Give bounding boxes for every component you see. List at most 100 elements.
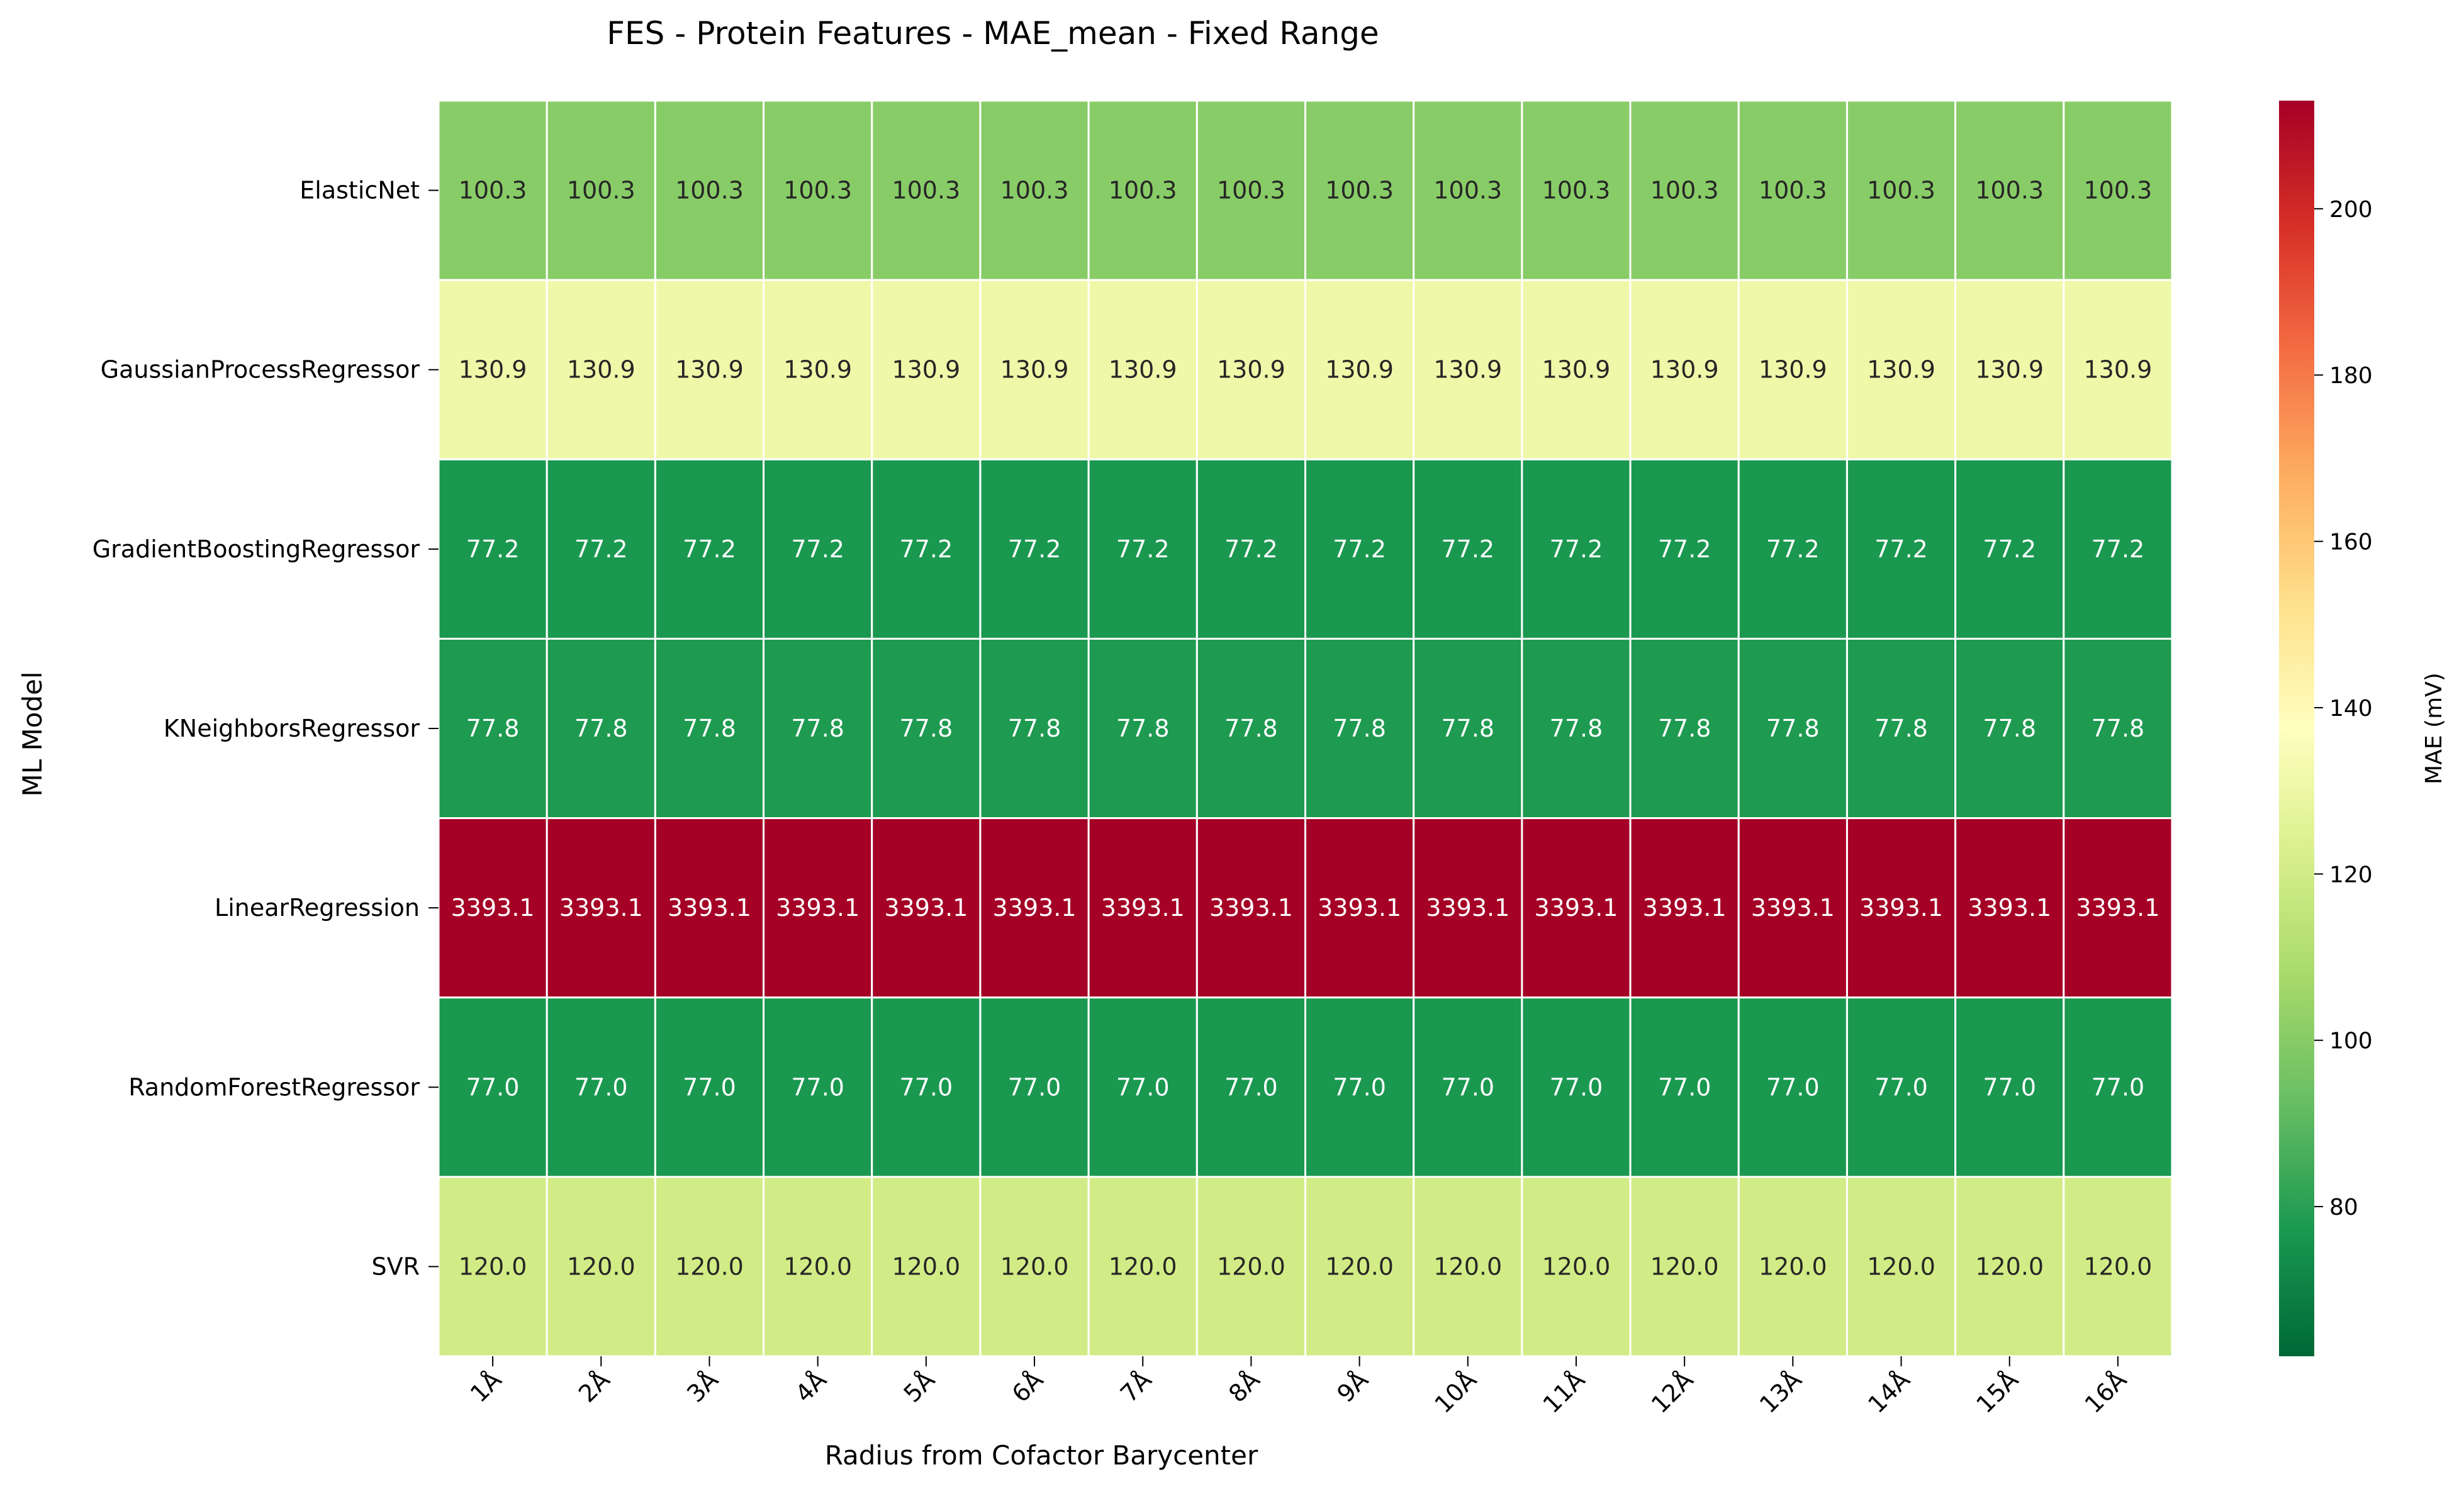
cell-value-label: 77.0 xyxy=(1983,1073,2036,1101)
cell-value-label: 120.0 xyxy=(783,1252,852,1280)
cell-value-label: 130.9 xyxy=(1000,356,1069,384)
cell-value-label: 77.0 xyxy=(683,1073,736,1101)
heatmap-cell xyxy=(763,99,873,281)
cell-value-label: 120.0 xyxy=(1542,1252,1611,1280)
heatmap-cell xyxy=(1737,458,1848,640)
heatmap-cell xyxy=(979,458,1090,640)
heatmap-cell xyxy=(1304,279,1415,460)
heatmap-cell xyxy=(763,996,873,1178)
cell-value-label: 77.0 xyxy=(791,1073,844,1101)
heatmap-cell xyxy=(1521,996,1632,1178)
cell-value-label: 77.2 xyxy=(791,535,844,563)
y-axis: ElasticNet GaussianProcessRegressor Gradie… xyxy=(92,177,439,1280)
cell-value-label: 77.0 xyxy=(1874,1073,1928,1101)
cell-value-label: 77.2 xyxy=(2092,535,2145,563)
heatmap-cell xyxy=(1629,1176,1740,1358)
heatmap-cell xyxy=(1954,817,2065,999)
heatmap-cell xyxy=(1087,279,1198,460)
heatmap-cell xyxy=(1629,99,1740,281)
cell-value-label: 3393.1 xyxy=(1534,894,1618,922)
cell-value-label: 77.2 xyxy=(1116,535,1170,563)
heatmap-cell xyxy=(979,1176,1090,1358)
cell-value-label: 77.2 xyxy=(1224,535,1278,563)
cell-value-label: 77.2 xyxy=(1333,535,1386,563)
cell-value-label: 100.3 xyxy=(783,177,852,204)
cell-value-label: 77.2 xyxy=(1008,535,1061,563)
x-tick-label: 15Å xyxy=(1971,1366,2024,1419)
cell-value-label: 77.8 xyxy=(1008,715,1061,742)
heatmap-cell xyxy=(1845,458,1957,640)
heatmap-cell xyxy=(654,99,765,281)
cell-value-label: 120.0 xyxy=(1217,1252,1285,1280)
y-tick-label: SVR xyxy=(371,1252,420,1280)
x-axis: 1Å 2Å 3Å 4Å 5Å 6Å 7Å 8Å 9Å 10Å 11Å 12Å 13Å 14Å 15Å 16Å xyxy=(465,1356,2132,1419)
heatmap-cell xyxy=(1521,637,1632,820)
cell-value-label: 130.9 xyxy=(1109,356,1177,384)
cell-value-label: 130.9 xyxy=(1325,356,1394,384)
heatmap-cell xyxy=(2063,817,2173,999)
cell-value-label: 77.0 xyxy=(1008,1073,1061,1101)
cell-value-label: 77.0 xyxy=(1333,1073,1386,1101)
heatmap-cell xyxy=(1629,817,1740,999)
colorbar-tick-label: 160 xyxy=(2329,530,2373,555)
cell-value-label: 100.3 xyxy=(567,177,636,204)
heatmap-cell xyxy=(1087,637,1198,820)
y-tick-label: GaussianProcessRegressor xyxy=(101,356,420,384)
cell-value-label: 77.2 xyxy=(1658,535,1711,563)
cell-value-label: 130.9 xyxy=(1433,356,1502,384)
cell-value-label: 77.8 xyxy=(1766,715,1820,742)
heatmap-cell xyxy=(546,279,656,460)
heatmap-cell xyxy=(1304,996,1415,1178)
cell-value-label: 130.9 xyxy=(2084,356,2153,384)
heatmap-cell xyxy=(1087,458,1198,640)
colorbar-label: MAE (mV) xyxy=(2421,672,2447,784)
heatmap-cell xyxy=(1845,1176,1957,1358)
heatmap-cell xyxy=(2063,1176,2173,1358)
heatmap-cells: 100.3 100.3 100.3 100.3 100.3 100.3 100.3 100.3… xyxy=(437,99,2173,1358)
heatmap-cell xyxy=(1845,99,1957,281)
cell-value-label: 130.9 xyxy=(1542,356,1611,384)
cell-value-label: 100.3 xyxy=(1000,177,1069,204)
heatmap-cell xyxy=(546,996,656,1178)
heatmap-cell xyxy=(1196,637,1306,820)
cell-value-label: 77.2 xyxy=(466,535,520,563)
heatmap-cell xyxy=(1087,996,1198,1178)
heatmap-cell xyxy=(1196,99,1306,281)
colorbar-tick-label: 100 xyxy=(2329,1029,2373,1054)
colorbar-gradient xyxy=(2279,101,2314,1356)
heatmap-cell xyxy=(871,279,982,460)
heatmap-cell xyxy=(763,1176,873,1358)
heatmap-cell xyxy=(1845,996,1957,1178)
cell-value-label: 100.3 xyxy=(2084,177,2153,204)
cell-value-label: 120.0 xyxy=(1759,1252,1827,1280)
x-tick-label: 13Å xyxy=(1754,1366,1807,1419)
heatmap-cell xyxy=(871,996,982,1178)
heatmap-cell xyxy=(979,817,1090,999)
cell-value-label: 77.0 xyxy=(1116,1073,1170,1101)
cell-value-label: 77.2 xyxy=(1441,535,1494,563)
heatmap-cell xyxy=(763,817,873,999)
x-tick-label: 4Å xyxy=(790,1366,832,1408)
cell-value-label: 77.0 xyxy=(1766,1073,1820,1101)
heatmap-cell xyxy=(1304,1176,1415,1358)
cell-value-label: 77.2 xyxy=(1550,535,1603,563)
cell-value-label: 77.8 xyxy=(1658,715,1711,742)
heatmap-cell xyxy=(546,637,656,820)
cell-value-label: 3393.1 xyxy=(668,894,751,922)
heatmap-cell xyxy=(437,637,548,820)
x-tick-label: 12Å xyxy=(1646,1366,1699,1419)
cell-value-label: 77.0 xyxy=(1441,1073,1494,1101)
cell-value-label: 100.3 xyxy=(892,177,960,204)
cell-value-label: 120.0 xyxy=(1975,1252,2044,1280)
heatmap-cell xyxy=(2063,458,2173,640)
x-tick-label: 1Å xyxy=(465,1366,507,1408)
colorbar: 80 100 120 140 160 180 200 MAE (mV) xyxy=(2279,101,2447,1356)
cell-value-label: 77.8 xyxy=(791,715,844,742)
heatmap-cell xyxy=(763,458,873,640)
cell-value-label: 130.9 xyxy=(783,356,852,384)
x-tick-label: 2Å xyxy=(573,1366,615,1408)
cell-value-label: 130.9 xyxy=(567,356,636,384)
cell-value-label: 130.9 xyxy=(459,356,527,384)
heatmap-cell xyxy=(1196,996,1306,1178)
y-axis-label: ML Model xyxy=(17,671,48,796)
